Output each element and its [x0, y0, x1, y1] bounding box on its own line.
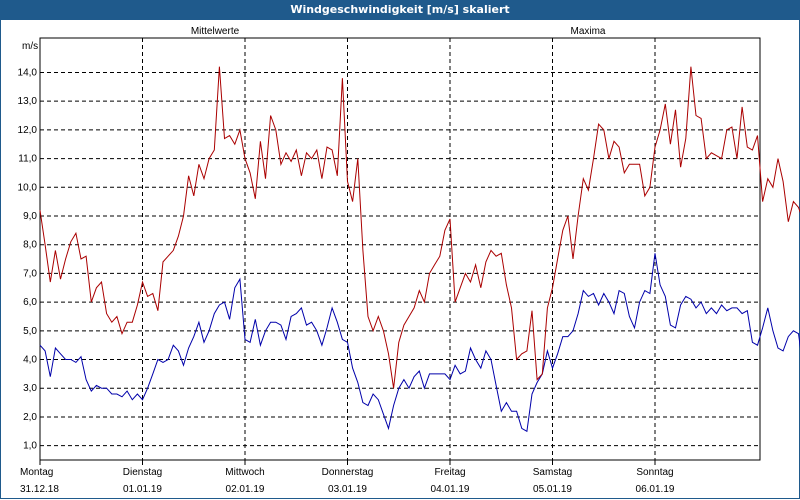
y-tick-label: 11,0	[18, 154, 37, 165]
grid-lines	[40, 38, 760, 460]
x-tick-date: 03.01.19	[328, 484, 367, 495]
x-tick-date: 06.01.19	[636, 484, 675, 495]
y-tick-label: 10,0	[18, 182, 38, 193]
y-tick-label: 2,0	[23, 412, 37, 423]
y-tick-label: 7,0	[23, 268, 37, 279]
series-line-mittelwerte	[39, 253, 800, 433]
legend-maxima: Maxima	[570, 26, 605, 37]
x-tick-day: Dienstag	[123, 467, 162, 478]
y-tick-label: 6,0	[23, 297, 37, 308]
x-tick-date: 02.01.19	[226, 484, 265, 495]
x-tick-day: Montag	[20, 467, 53, 478]
y-tick-label: 14,0	[18, 67, 38, 78]
x-tick-date: 04.01.19	[431, 484, 470, 495]
y-tick-label: 3,0	[23, 383, 37, 394]
x-tick-day: Donnerstag	[322, 467, 374, 478]
y-tick-label: 4,0	[23, 355, 37, 366]
plot-area	[39, 37, 761, 461]
x-tick-day: Mittwoch	[225, 467, 264, 478]
x-tick-day: Samstag	[533, 467, 572, 478]
y-axis-tick-labels: 1,0 2,0 3,0 4,0 5,0 6,0 7,0 8,0 9,0 10,0 11,0 12,0 1…	[18, 67, 38, 451]
x-tick-day: Freitag	[434, 467, 465, 478]
y-tick-label: 8,0	[23, 240, 37, 251]
x-tick-date: 01.01.19	[123, 484, 162, 495]
x-tick-day: Sonntag	[636, 467, 673, 478]
y-tick-label: 9,0	[23, 211, 37, 222]
y-tick-label: 12,0	[18, 125, 38, 136]
y-tick-label: 13,0	[18, 96, 38, 107]
window-title: Windgeschwindigkeit [m/s] skaliert	[0, 0, 800, 20]
x-tick-date: 05.01.19	[533, 484, 572, 495]
y-tick-label: 5,0	[23, 326, 37, 337]
series-line-maxima	[39, 66, 800, 389]
legend-mittelwerte: Mittelwerte	[191, 26, 240, 37]
y-axis-unit-label: m/s	[22, 41, 38, 52]
x-tick-date: 31.12.18	[20, 484, 59, 495]
x-axis-tick-labels: Montag 31.12.18 Dienstag 01.01.19 Mittwoch 02…	[20, 460, 675, 495]
series-lines	[39, 66, 800, 433]
y-tick-label: 1,0	[23, 441, 37, 452]
